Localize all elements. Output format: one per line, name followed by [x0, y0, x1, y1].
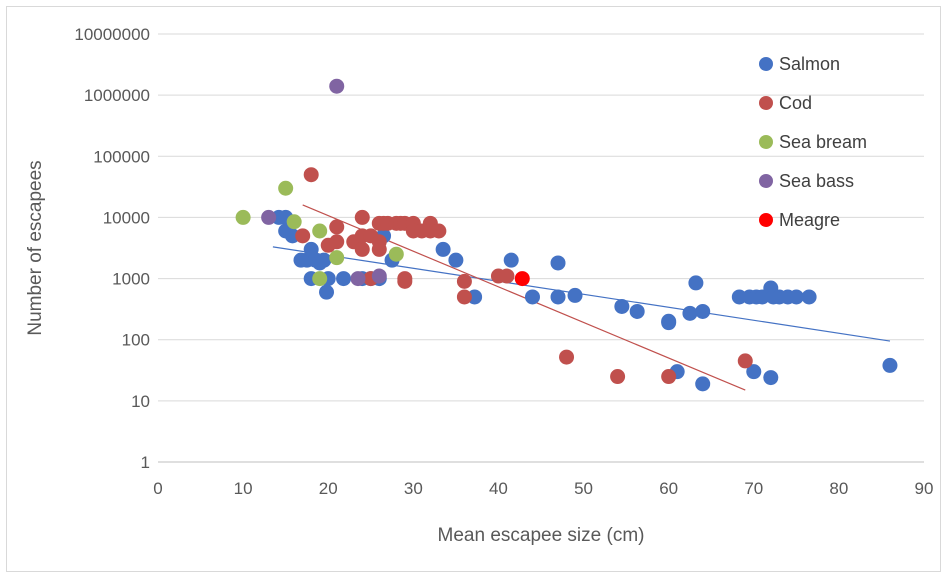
x-tick-label: 40: [489, 479, 508, 498]
gridlines: [158, 33, 924, 463]
y-tick-label: 10: [131, 392, 150, 411]
point-salmon: [695, 376, 711, 392]
point-cod: [354, 209, 370, 225]
point-cod: [661, 369, 677, 385]
y-tick-label: 10000: [103, 208, 150, 227]
point-salmon: [524, 289, 540, 305]
point-sea-bream: [388, 246, 404, 262]
point-cod: [456, 289, 472, 305]
point-salmon: [550, 255, 566, 271]
point-salmon: [763, 370, 779, 386]
y-tick-label: 100: [122, 331, 150, 350]
x-tick-label: 0: [153, 479, 162, 498]
point-salmon: [695, 303, 711, 319]
x-axis-title: Mean escapee size (cm): [438, 525, 645, 546]
legend-label: Sea bass: [779, 171, 854, 191]
point-salmon: [746, 364, 762, 380]
y-tick-label: 100000: [93, 147, 150, 166]
y-axis-ticks: 1 10 100 1000 10000 100000 1000000 10000000: [74, 25, 150, 472]
x-tick-label: 90: [915, 479, 934, 498]
point-salmon: [629, 303, 645, 319]
point-salmon: [316, 252, 332, 268]
point-sea-bream: [278, 180, 294, 196]
chart-frame: [6, 6, 941, 572]
legend-label: Cod: [779, 93, 812, 113]
point-salmon: [788, 289, 804, 305]
point-salmon: [801, 289, 817, 305]
point-salmon: [503, 252, 519, 268]
legend-label: Meagre: [779, 210, 840, 230]
legend-marker: [759, 213, 773, 227]
legend-marker: [759, 174, 773, 188]
legend: Salmon Cod Sea bream Sea bass Meagre: [759, 54, 867, 230]
x-tick-label: 80: [829, 479, 848, 498]
point-cod: [559, 349, 575, 365]
legend-marker: [759, 57, 773, 71]
point-sea-bream: [235, 209, 251, 225]
point-cod: [295, 228, 311, 244]
point-cod: [371, 234, 387, 250]
point-salmon: [448, 252, 464, 268]
point-cod: [737, 353, 753, 369]
point-salmon: [682, 305, 698, 321]
point-salmon: [435, 241, 451, 257]
data-points: [235, 78, 898, 392]
legend-label: Sea bream: [779, 132, 867, 152]
x-tick-label: 30: [404, 479, 423, 498]
point-cod: [397, 273, 413, 289]
point-cod: [499, 268, 515, 284]
point-cod: [329, 234, 345, 250]
point-salmon: [336, 271, 352, 287]
y-axis-title: Number of escapees: [25, 160, 46, 335]
x-tick-label: 20: [319, 479, 338, 498]
point-sea-bass: [371, 268, 387, 284]
y-tick-label: 1: [141, 453, 150, 472]
point-meagre: [514, 271, 530, 287]
point-sea-bass: [261, 209, 277, 225]
point-salmon: [550, 289, 566, 305]
point-salmon: [688, 275, 704, 291]
point-sea-bream: [286, 214, 302, 230]
legend-marker: [759, 135, 773, 149]
point-cod: [329, 219, 345, 235]
y-tick-label: 1000: [112, 270, 150, 289]
point-sea-bream: [329, 250, 345, 266]
point-cod: [456, 273, 472, 289]
x-tick-label: 60: [659, 479, 678, 498]
y-tick-label: 10000000: [74, 25, 150, 44]
y-tick-label: 1000000: [84, 86, 150, 105]
point-salmon: [661, 313, 677, 329]
point-sea-bream: [312, 223, 328, 239]
x-tick-label: 70: [744, 479, 763, 498]
point-sea-bream: [312, 271, 328, 287]
point-cod: [303, 167, 319, 183]
legend-marker: [759, 96, 773, 110]
point-cod: [354, 241, 370, 257]
point-cod: [610, 369, 626, 385]
x-tick-label: 10: [234, 479, 253, 498]
point-sea-bass: [329, 78, 345, 94]
x-tick-label: 50: [574, 479, 593, 498]
legend-label: Salmon: [779, 54, 840, 74]
x-axis-ticks: 0 10 20 30 40 50 60 70 80 90: [153, 479, 933, 498]
point-salmon: [882, 357, 898, 373]
point-salmon: [319, 284, 335, 300]
point-sea-bass: [350, 271, 366, 287]
point-salmon: [614, 298, 630, 314]
point-salmon: [567, 287, 583, 303]
point-cod: [431, 223, 447, 239]
